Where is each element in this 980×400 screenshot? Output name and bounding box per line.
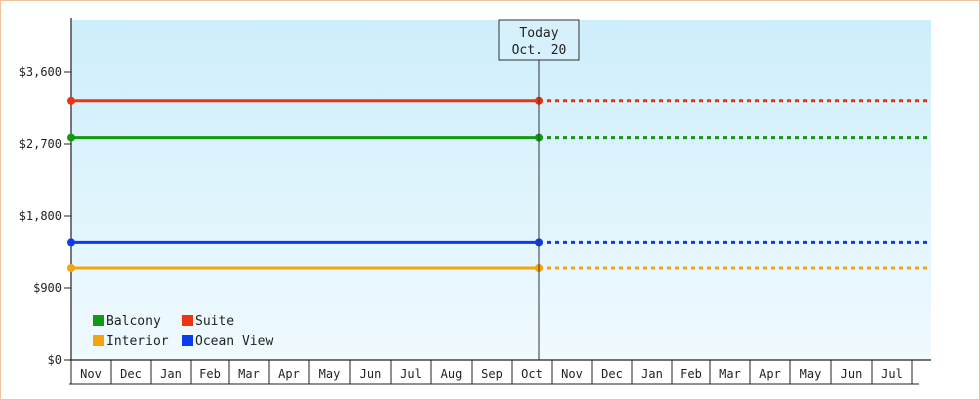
y-axis: $0 $900 $1,800 $2,700 $3,600: [19, 18, 72, 367]
x-tick-label: May: [800, 367, 822, 381]
x-tick-label: Jul: [400, 367, 422, 381]
x-tick-label: Apr: [759, 367, 781, 381]
x-tick-label: Dec: [601, 367, 623, 381]
y-tick-label: $900: [33, 281, 62, 295]
x-tick-label: Jun: [360, 367, 382, 381]
y-tick-label: $2,700: [19, 137, 62, 151]
series-lines: [67, 96, 931, 272]
data-point: [67, 238, 75, 247]
x-tick-label: Feb: [199, 367, 221, 381]
x-tick-label: May: [319, 367, 341, 381]
today-date: Oct. 20: [512, 43, 567, 58]
legend-label-ocean-view: Ocean View: [195, 334, 273, 349]
x-tick-label: Apr: [278, 367, 300, 381]
x-axis: Nov Dec Jan Feb Mar Apr May Jun Jul Aug Sep Oct Nov D…: [69, 359, 931, 385]
x-tick-label: Mar: [238, 367, 260, 381]
plot-background: [71, 20, 931, 360]
today-marker: Today Oct. 20: [498, 19, 580, 360]
y-tick-label: $1,800: [19, 209, 62, 223]
x-tick-label: Nov: [561, 367, 583, 381]
legend-swatch-interior: [93, 335, 104, 346]
legend-label-suite: Suite: [195, 314, 234, 329]
today-label: Today: [519, 26, 558, 41]
x-tick-label: Dec: [120, 367, 142, 381]
x-tick-label: Jan: [160, 367, 182, 381]
x-tick-label: Aug: [441, 367, 463, 381]
today-label-box: [498, 19, 580, 61]
data-point: [67, 133, 75, 142]
legend-swatch-suite: [182, 315, 193, 326]
legend: Balcony Suite Interior Ocean View: [93, 314, 273, 349]
x-tick-label: Jan: [641, 367, 663, 381]
x-tick-label: Oct: [521, 367, 543, 381]
y-tick-label: $0: [48, 353, 62, 367]
legend-label-balcony: Balcony: [106, 314, 161, 329]
x-tick-label: Sep: [481, 367, 503, 381]
legend-swatch-balcony: [93, 315, 104, 326]
legend-label-interior: Interior: [106, 334, 169, 349]
x-tick-label: Feb: [680, 367, 702, 381]
x-tick-label: Jul: [881, 367, 903, 381]
legend-swatch-ocean-view: [182, 335, 193, 346]
x-tick-label: Mar: [719, 367, 741, 381]
y-tick-label: $3,600: [19, 65, 62, 79]
x-tick-label: Jun: [841, 367, 863, 381]
data-point: [67, 96, 75, 105]
data-point: [67, 264, 75, 272]
x-tick-label: Nov: [80, 367, 102, 381]
